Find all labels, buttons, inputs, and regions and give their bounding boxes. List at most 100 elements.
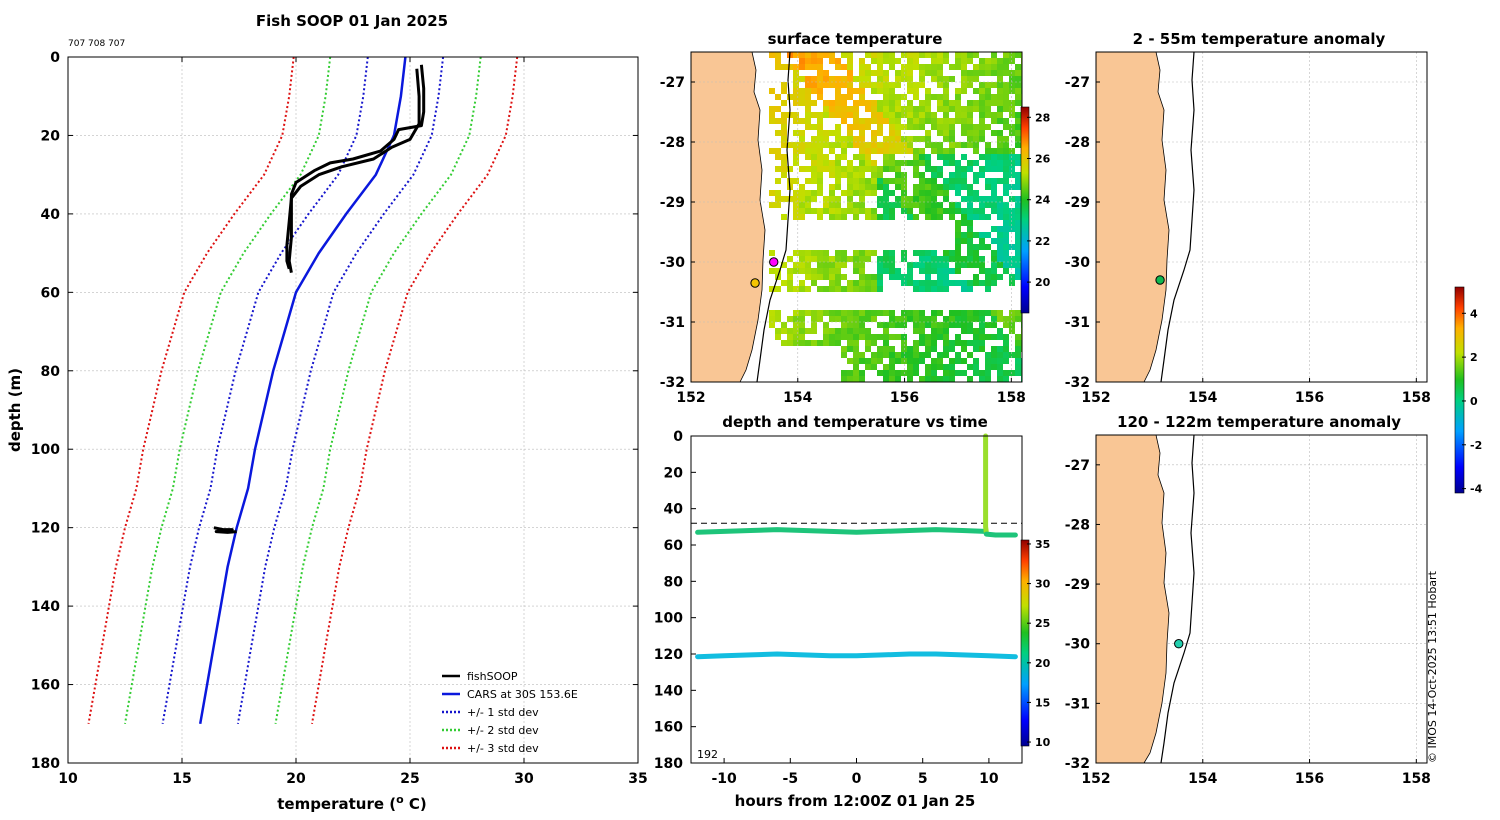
sst-cell: [925, 64, 931, 70]
sst-cell: [895, 352, 901, 358]
sst-cell: [871, 208, 877, 214]
sst-cell: [985, 166, 991, 172]
sst-cell: [961, 370, 967, 376]
sst-cell: [955, 106, 961, 112]
y-tick-label: 160: [31, 678, 60, 694]
sst-cell: [793, 130, 799, 136]
sst-cell: [793, 190, 799, 196]
sst-cell: [805, 106, 811, 112]
sst-cell: [817, 94, 823, 100]
sst-cell: [817, 64, 823, 70]
sst-cell: [829, 166, 835, 172]
sst-cell: [949, 214, 955, 220]
sst-cell: [859, 280, 865, 286]
sst-cell: [1015, 136, 1021, 142]
sst-cell: [955, 268, 961, 274]
sst-cell: [1015, 172, 1021, 178]
sst-cell: [1009, 244, 1015, 250]
sst-cell: [991, 190, 997, 196]
sst-cell: [793, 262, 799, 268]
anomaly-deep-panel: 120 - 122m temperature anomaly 152 154 156…: [1065, 286, 1483, 787]
sst-cell: [799, 88, 805, 94]
sst-cell: [769, 310, 775, 316]
sst-cell: [973, 250, 979, 256]
sst-cell: [817, 154, 823, 160]
sst-cell: [955, 202, 961, 208]
y-tick-label: 100: [31, 442, 60, 458]
sst-cell: [997, 82, 1003, 88]
sst-cell: [919, 340, 925, 346]
sst-cell: [1009, 370, 1015, 376]
sst-cell: [799, 190, 805, 196]
sst-cell: [997, 376, 1003, 382]
sst-cell: [799, 136, 805, 142]
sst-cell: [1009, 256, 1015, 262]
sst-cell: [973, 130, 979, 136]
sst-cell: [973, 358, 979, 364]
sst-cell: [883, 208, 889, 214]
sst-cell: [823, 136, 829, 142]
sst-cell: [919, 106, 925, 112]
sst-cell: [961, 106, 967, 112]
sst-cell: [829, 130, 835, 136]
sst-cell: [973, 172, 979, 178]
sst-cell: [961, 76, 967, 82]
sst-cell: [895, 136, 901, 142]
sst-cell: [841, 286, 847, 292]
sst-cell: [841, 148, 847, 154]
sst-cell: [871, 130, 877, 136]
sst-cell: [907, 58, 913, 64]
sst-cell: [811, 160, 817, 166]
sst-cell: [883, 166, 889, 172]
y-tick-label: 140: [31, 599, 60, 615]
sst-cell: [937, 358, 943, 364]
sst-cell: [811, 250, 817, 256]
sst-cell: [925, 346, 931, 352]
y-tick-label: 20: [664, 465, 684, 481]
sst-cell: [769, 316, 775, 322]
sst-cell: [853, 142, 859, 148]
sst-cell: [841, 100, 847, 106]
sst-cell: [949, 316, 955, 322]
sst-title: surface temperature: [768, 30, 943, 48]
sst-cell: [961, 238, 967, 244]
lat-tick-label: -31: [1065, 696, 1090, 712]
sst-cell: [835, 130, 841, 136]
sst-cell: [847, 328, 853, 334]
sst-cell: [913, 262, 919, 268]
sst-cell: [997, 256, 1003, 262]
sst-cell: [781, 262, 787, 268]
sst-cell: [871, 334, 877, 340]
sst-cell: [775, 58, 781, 64]
sst-cell: [919, 70, 925, 76]
sst-cell: [859, 190, 865, 196]
sst-cell: [949, 322, 955, 328]
sst-cell: [865, 358, 871, 364]
sst-cell: [1009, 58, 1015, 64]
sst-cell: [835, 136, 841, 142]
depth-time-title: depth and temperature vs time: [722, 413, 988, 431]
sst-cell: [907, 118, 913, 124]
sst-cell: [973, 190, 979, 196]
sst-cell: [913, 106, 919, 112]
depth-time-colorbar: [1020, 539, 1030, 747]
sst-cell: [985, 106, 991, 112]
sst-cell: [1003, 316, 1009, 322]
sst-cell: [859, 124, 865, 130]
sst-cell: [799, 334, 805, 340]
sst-cell: [925, 118, 931, 124]
sst-cell: [805, 100, 811, 106]
sst-cell: [835, 64, 841, 70]
sst-cell: [925, 370, 931, 376]
sst-cell: [961, 220, 967, 226]
sst-cell: [907, 352, 913, 358]
sst-cell: [901, 196, 907, 202]
sst-cell: [997, 64, 1003, 70]
sst-cell: [817, 136, 823, 142]
sst-cell: [991, 70, 997, 76]
sst-cell: [979, 112, 985, 118]
sst-cell: [943, 94, 949, 100]
sst-cell: [847, 88, 853, 94]
sst-cell: [781, 124, 787, 130]
